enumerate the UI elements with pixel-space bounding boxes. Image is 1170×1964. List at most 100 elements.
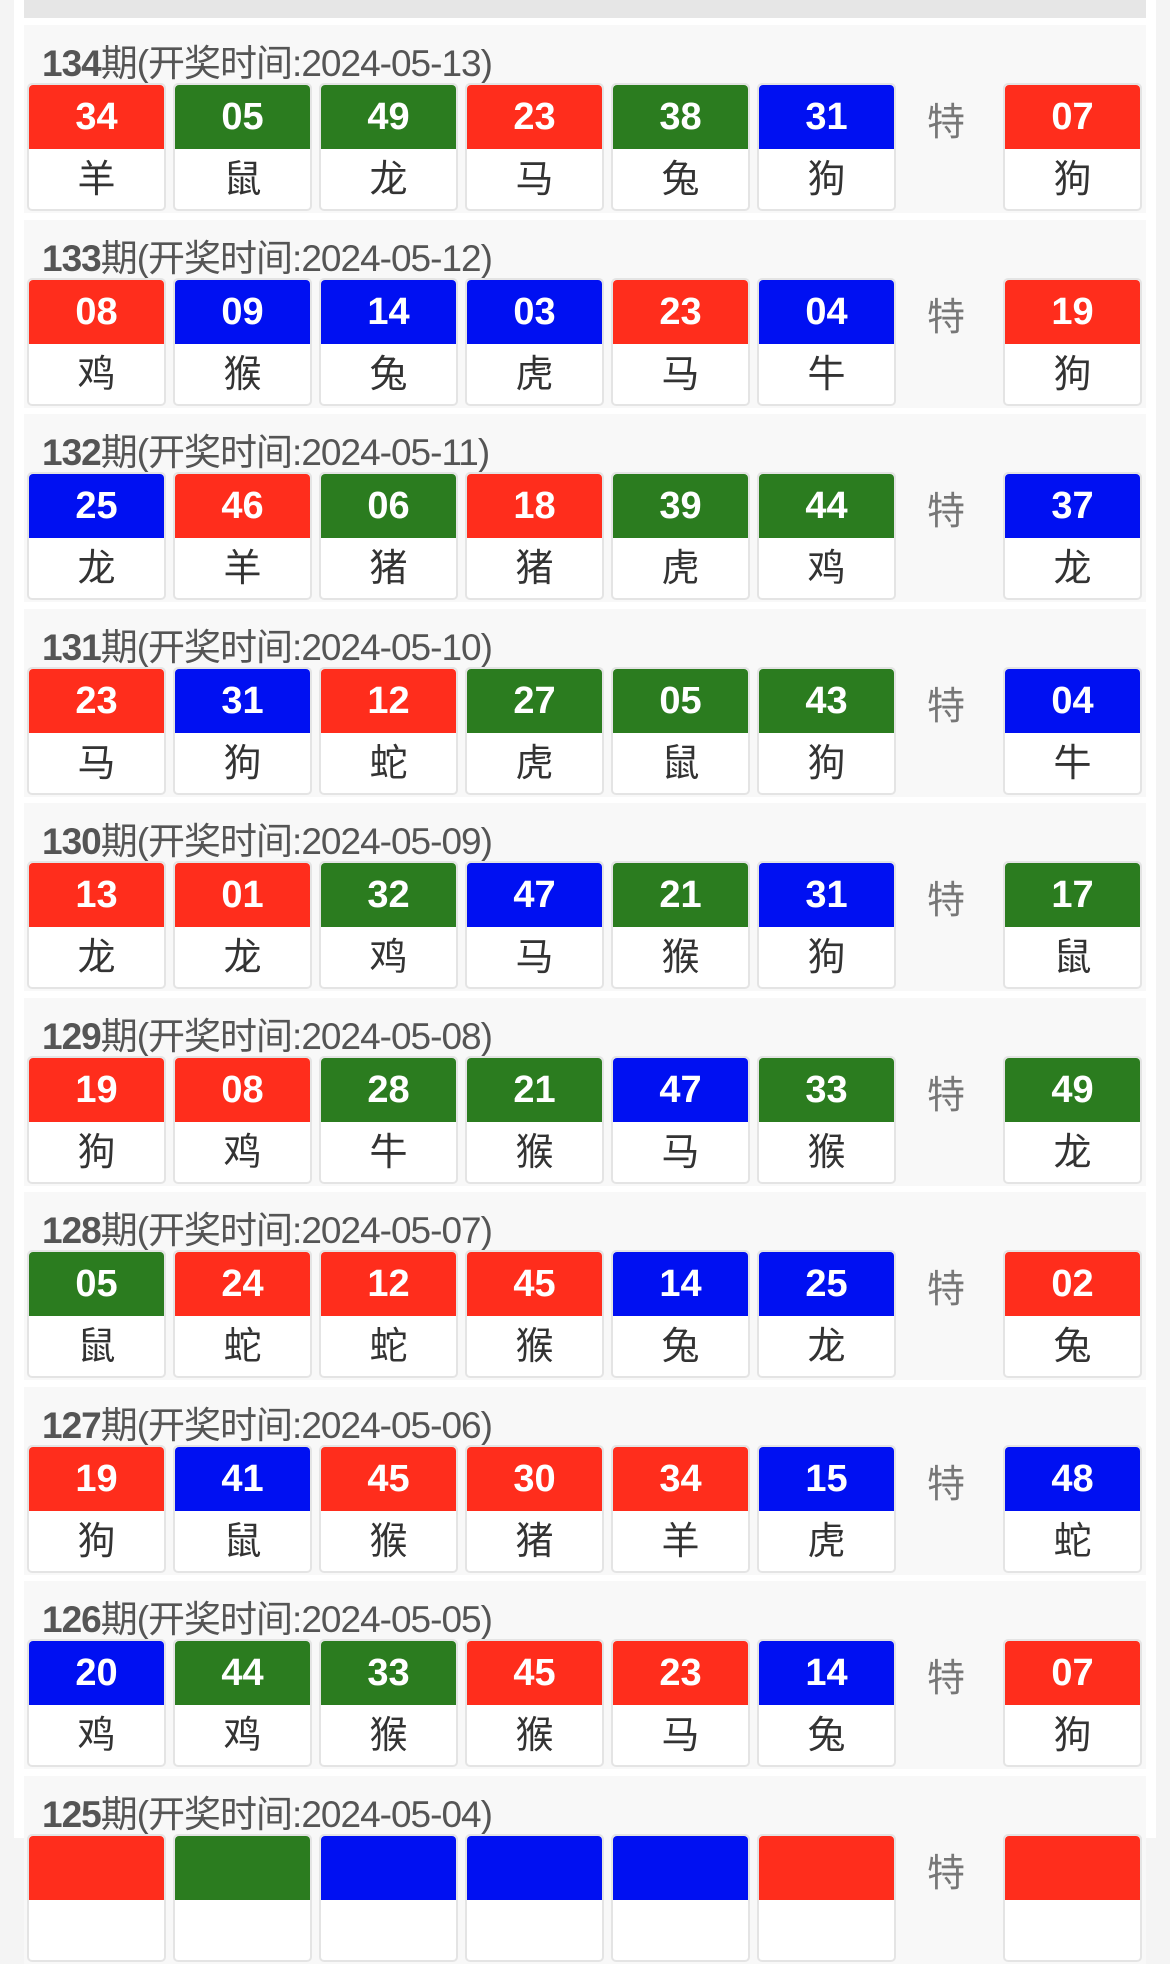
ball-number: 06 bbox=[321, 474, 456, 538]
zodiac-label: 羊 bbox=[223, 546, 262, 590]
zodiac-label bbox=[613, 1900, 748, 1960]
ball-cell bbox=[613, 1835, 748, 1960]
zodiac-label: 羊 bbox=[77, 157, 116, 201]
ball-cell bbox=[175, 1835, 310, 1960]
zodiac-label: 马 bbox=[515, 157, 554, 201]
draw-block: 133期(开奖时间:2024-05-12) 08 鸡 09 猴 14 兔 03 虎 23 马 04 牛 特… bbox=[24, 219, 1146, 408]
ball-number: 34 bbox=[29, 85, 164, 149]
draw-date: 期(开奖时间:2024-05-12) bbox=[100, 237, 493, 279]
special-label: 特 bbox=[927, 294, 966, 339]
ball-number: 14 bbox=[759, 1641, 894, 1705]
special-label: 特 bbox=[927, 100, 966, 144]
zodiac-label bbox=[1005, 1900, 1140, 1960]
zodiac-label: 猪 bbox=[515, 1518, 554, 1563]
draw-block: 134期(开奖时间:2024-05-13) 34 羊 05 鼠 49 龙 23 马 38 兔 31 狗 特… bbox=[24, 25, 1146, 213]
ball-cell: 23 马 bbox=[29, 668, 164, 793]
draw-block: 128期(开奖时间:2024-05-07) 05 鼠 24 蛇 12 蛇 45 猴 14 兔 25 龙 特… bbox=[24, 1192, 1146, 1380]
draw-header: 128期(开奖时间:2024-05-07) bbox=[42, 1200, 493, 1254]
zodiac-label: 马 bbox=[661, 351, 700, 396]
draw-block: 126期(开奖时间:2024-05-05) 20 鸡 44 鸡 33 猴 45 猴 23 马 14 兔 特… bbox=[24, 1581, 1146, 1769]
special-label: 特 bbox=[927, 489, 966, 533]
ball-number: 14 bbox=[613, 1252, 748, 1316]
zodiac-label: 鸡 bbox=[223, 1129, 262, 1174]
ball-number: 14 bbox=[321, 279, 456, 344]
zodiac-label: 猴 bbox=[515, 1324, 554, 1368]
ball-cell: 14 兔 bbox=[321, 279, 456, 404]
draw-header: 130期(开奖时间:2024-05-09) bbox=[42, 811, 493, 865]
ball-number bbox=[1005, 1835, 1140, 1900]
draw-date: 期(开奖时间:2024-05-10) bbox=[100, 626, 493, 668]
ball-number: 45 bbox=[321, 1446, 456, 1511]
special-label: 特 bbox=[927, 878, 966, 922]
ball-cell: 25 龙 bbox=[759, 1252, 894, 1376]
zodiac-label: 鸡 bbox=[807, 546, 846, 590]
ball-cell: 30 猪 bbox=[467, 1446, 602, 1571]
ball-cell: 44 鸡 bbox=[175, 1641, 310, 1765]
special-label: 特 bbox=[927, 1461, 966, 1506]
ball-number: 31 bbox=[759, 863, 894, 927]
ball-number: 44 bbox=[175, 1641, 310, 1705]
zodiac-label: 羊 bbox=[661, 1518, 700, 1563]
zodiac-label: 兔 bbox=[807, 1713, 846, 1757]
ball-number: 27 bbox=[467, 668, 602, 733]
ball-cell: 43 狗 bbox=[759, 668, 894, 793]
ball-number: 46 bbox=[175, 474, 310, 538]
ball-cell: 23 马 bbox=[613, 1641, 748, 1765]
ball-cell bbox=[467, 1835, 602, 1960]
draw-date: 期(开奖时间:2024-05-06) bbox=[100, 1404, 493, 1446]
ball-cell: 45 猴 bbox=[321, 1446, 456, 1571]
zodiac-label bbox=[321, 1900, 456, 1960]
draw-date: 期(开奖时间:2024-05-09) bbox=[100, 821, 493, 862]
draw-block: 132期(开奖时间:2024-05-11) 25 龙 46 羊 06 猪 18 猪 39 虎 44 鸡 特… bbox=[24, 414, 1146, 602]
zodiac-label: 鼠 bbox=[1053, 935, 1092, 979]
ball-number: 47 bbox=[613, 1057, 748, 1122]
ball-number: 32 bbox=[321, 863, 456, 927]
ball-number: 12 bbox=[321, 668, 456, 733]
special-ball-cell: 02 兔 bbox=[1005, 1252, 1140, 1376]
zodiac-label: 龙 bbox=[77, 546, 116, 590]
ball-number: 37 bbox=[1005, 474, 1140, 538]
zodiac-label bbox=[175, 1900, 310, 1960]
draw-header: 134期(开奖时间:2024-05-13) bbox=[42, 33, 493, 87]
zodiac-label: 猴 bbox=[223, 351, 262, 396]
zodiac-label: 狗 bbox=[1053, 157, 1092, 201]
ball-number bbox=[29, 1835, 164, 1900]
zodiac-label: 鼠 bbox=[223, 1518, 262, 1563]
special-ball-cell bbox=[1005, 1835, 1140, 1960]
draw-date: 期(开奖时间:2024-05-07) bbox=[100, 1210, 493, 1251]
zodiac-label: 猴 bbox=[369, 1518, 408, 1563]
ball-number: 31 bbox=[175, 668, 310, 733]
special-ball-cell: 19 狗 bbox=[1005, 279, 1140, 404]
zodiac-label: 鼠 bbox=[223, 157, 262, 201]
ball-number: 49 bbox=[1005, 1057, 1140, 1122]
zodiac-label: 虎 bbox=[515, 740, 554, 785]
ball-number: 39 bbox=[613, 474, 748, 538]
special-ball-cell: 49 龙 bbox=[1005, 1057, 1140, 1182]
ball-number: 23 bbox=[613, 279, 748, 344]
ball-cell: 32 鸡 bbox=[321, 863, 456, 987]
ball-cell: 23 马 bbox=[467, 85, 602, 209]
zodiac-label bbox=[467, 1900, 602, 1960]
draw-header: 129期(开奖时间:2024-05-08) bbox=[42, 1006, 493, 1060]
zodiac-label: 龙 bbox=[77, 935, 116, 979]
ball-number: 19 bbox=[29, 1057, 164, 1122]
ball-cell: 39 虎 bbox=[613, 474, 748, 598]
ball-number: 08 bbox=[175, 1057, 310, 1122]
ball-cell: 41 鼠 bbox=[175, 1446, 310, 1571]
ball-number: 45 bbox=[467, 1252, 602, 1316]
ball-cell: 31 狗 bbox=[175, 668, 310, 793]
ball-number: 48 bbox=[1005, 1446, 1140, 1511]
ball-number: 25 bbox=[29, 474, 164, 538]
ball-number: 07 bbox=[1005, 1641, 1140, 1705]
ball-number: 24 bbox=[175, 1252, 310, 1316]
ball-cell: 27 虎 bbox=[467, 668, 602, 793]
ball-cell: 33 猴 bbox=[321, 1641, 456, 1765]
ball-cell: 47 马 bbox=[613, 1057, 748, 1182]
ball-cell: 49 龙 bbox=[321, 85, 456, 209]
ball-number: 19 bbox=[1005, 279, 1140, 344]
zodiac-label: 虎 bbox=[515, 351, 554, 396]
ball-cell: 12 蛇 bbox=[321, 1252, 456, 1376]
ball-number: 05 bbox=[29, 1252, 164, 1316]
ball-number: 28 bbox=[321, 1057, 456, 1122]
ball-cell: 21 猴 bbox=[613, 863, 748, 987]
